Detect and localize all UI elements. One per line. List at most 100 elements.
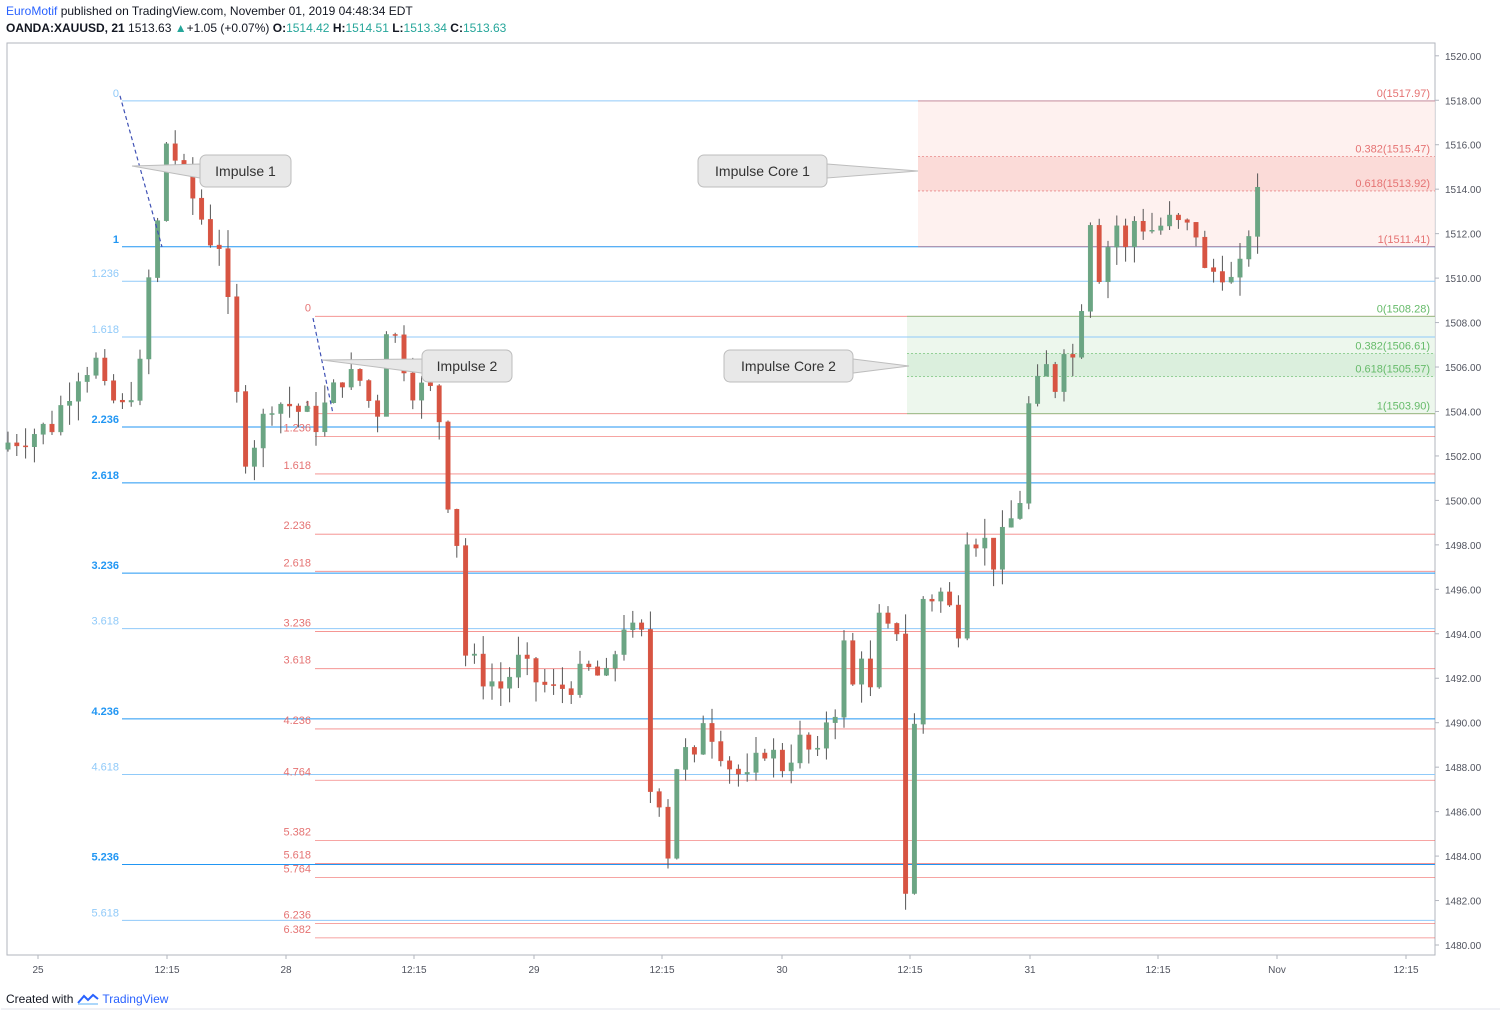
- candle: [436, 384, 442, 440]
- candle: [964, 532, 970, 641]
- candle-body: [894, 623, 900, 635]
- y-tick-label: 1502.00: [1445, 452, 1482, 463]
- candle-body: [278, 403, 284, 414]
- candle: [603, 657, 609, 676]
- candle: [577, 650, 583, 698]
- fib1-level-label: 2.618: [91, 470, 119, 482]
- core1-level-label: 1(1511.41): [1378, 234, 1430, 246]
- callout-text: Impulse 2: [437, 358, 498, 374]
- candle-body: [128, 400, 134, 403]
- candle: [1158, 217, 1164, 235]
- candle: [744, 753, 750, 782]
- candle: [806, 732, 812, 764]
- candle-body: [480, 653, 486, 687]
- symbol-name[interactable]: OANDA:XAUUSD, 21: [6, 21, 125, 35]
- candle: [1219, 255, 1225, 291]
- candle: [1026, 396, 1032, 510]
- candle-body: [735, 768, 741, 775]
- candle-body: [1219, 271, 1225, 283]
- callout-box: [723, 349, 854, 383]
- candle-body: [146, 277, 152, 360]
- candle: [832, 709, 838, 740]
- candle: [753, 736, 759, 781]
- candle-body: [559, 684, 565, 689]
- candle-body: [595, 666, 601, 676]
- candle-body: [225, 248, 231, 297]
- callout-pointer: [321, 358, 423, 374]
- candle: [797, 720, 803, 769]
- candle-body: [93, 357, 99, 376]
- candle-body: [991, 537, 997, 570]
- candle-body: [49, 423, 55, 433]
- candle-body: [542, 681, 548, 685]
- candle-body: [771, 749, 777, 759]
- callout-seam: [699, 166, 702, 176]
- candle-body: [700, 723, 706, 755]
- candle: [515, 636, 521, 689]
- candle: [542, 669, 548, 693]
- candle: [973, 538, 979, 557]
- candle-body: [489, 681, 495, 687]
- candle-body: [533, 658, 539, 683]
- candle-body: [419, 382, 425, 401]
- candle-body: [1131, 220, 1137, 248]
- candle: [656, 788, 662, 817]
- candle-body: [1193, 222, 1199, 238]
- candle-body: [84, 375, 90, 382]
- candle: [75, 372, 81, 421]
- x-tick-label: Nov: [1268, 965, 1286, 976]
- candle: [392, 332, 398, 343]
- y-tick-label: 1494.00: [1445, 630, 1482, 641]
- candle-body: [339, 382, 345, 388]
- candle: [207, 204, 213, 248]
- fib2-level-label: 5.764: [283, 864, 311, 876]
- candle-body: [947, 591, 953, 606]
- close-label: C:: [450, 21, 463, 35]
- footer: Created with TradingView: [6, 992, 168, 1006]
- candle: [49, 410, 55, 436]
- candle-body: [885, 612, 891, 624]
- candle-body: [1140, 220, 1146, 232]
- candle: [929, 594, 935, 612]
- candle-body: [1070, 354, 1076, 358]
- y-tick-label: 1500.00: [1445, 496, 1482, 507]
- fib2-level-label: 5.618: [283, 849, 311, 861]
- candle: [322, 385, 328, 437]
- candle-body: [1123, 225, 1129, 248]
- y-tick-label: 1520.00: [1445, 52, 1482, 63]
- tradingview-brand[interactable]: TradingView: [102, 992, 169, 1006]
- candle: [216, 229, 222, 266]
- author-link[interactable]: EuroMotif: [6, 4, 58, 18]
- candle: [955, 595, 961, 648]
- candle-body: [1211, 267, 1217, 272]
- candle-body: [102, 357, 108, 381]
- candle: [401, 325, 407, 382]
- y-tick-label: 1504.00: [1445, 407, 1482, 418]
- candle: [1079, 304, 1085, 359]
- candle: [313, 391, 319, 446]
- candle-body: [797, 734, 803, 764]
- x-tick-label: 28: [280, 965, 292, 976]
- high-value: 1514.51: [345, 21, 389, 35]
- candle: [621, 614, 627, 661]
- candle-body: [216, 244, 222, 249]
- candle-body: [67, 401, 73, 406]
- candle-body: [1087, 225, 1093, 312]
- candle-body: [1246, 236, 1252, 260]
- candle-body: [58, 405, 64, 433]
- tradingview-logo-icon: [77, 993, 99, 1005]
- x-tick-label: 12:15: [401, 965, 426, 976]
- candle: [735, 764, 741, 787]
- candle-body: [753, 752, 759, 773]
- candle-body: [31, 434, 37, 447]
- callout-text: Impulse Core 1: [715, 163, 810, 179]
- candle: [947, 582, 953, 607]
- candle: [1175, 212, 1181, 229]
- fib2-level-label: 6.382: [283, 924, 311, 936]
- fib1-level-label: 3.236: [91, 560, 119, 572]
- candle-body: [322, 402, 328, 433]
- candle: [1087, 222, 1093, 318]
- callout-seam: [725, 361, 728, 371]
- candle: [991, 537, 997, 587]
